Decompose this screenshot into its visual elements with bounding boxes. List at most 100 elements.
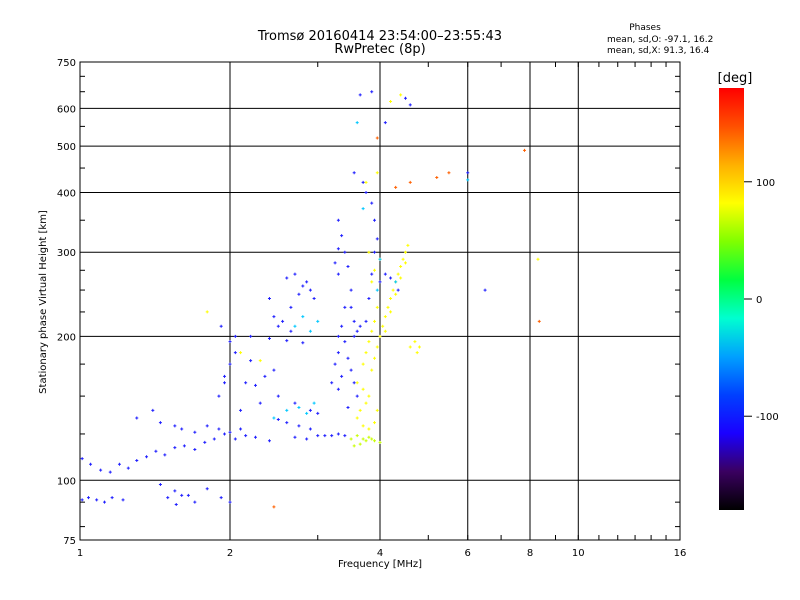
data-point xyxy=(305,411,309,415)
data-point xyxy=(352,444,356,448)
colorbar-tick-label: -100 xyxy=(756,412,779,423)
legend-line-o: mean, sd,O: -97.1, 16.2 xyxy=(607,35,713,45)
data-point xyxy=(403,261,407,265)
data-point xyxy=(333,261,337,265)
data-point xyxy=(239,351,243,355)
data-point xyxy=(151,408,155,412)
data-point xyxy=(193,430,197,434)
data-point xyxy=(110,496,114,500)
data-point xyxy=(258,359,262,363)
data-point xyxy=(316,411,320,415)
data-point xyxy=(80,457,84,461)
data-point xyxy=(394,292,398,296)
data-point xyxy=(289,329,293,333)
data-point xyxy=(364,180,368,184)
data-point xyxy=(228,430,232,434)
data-point xyxy=(205,487,209,491)
x-tick-label: 16 xyxy=(674,548,687,559)
data-point xyxy=(239,427,243,431)
legend-title: Phases xyxy=(629,23,661,33)
data-point xyxy=(386,305,390,309)
data-point xyxy=(293,401,297,405)
data-point xyxy=(536,257,540,261)
data-point xyxy=(289,305,293,309)
data-point xyxy=(80,498,84,502)
grid-lines xyxy=(80,62,680,540)
y-tick-label: 400 xyxy=(57,188,76,199)
x-tick-label: 1 xyxy=(77,548,83,559)
data-point xyxy=(330,381,334,385)
data-point xyxy=(375,237,379,241)
data-point xyxy=(375,136,379,140)
data-point xyxy=(378,280,382,284)
data-point xyxy=(399,265,403,269)
data-point xyxy=(267,439,271,443)
data-point xyxy=(233,334,237,338)
y-tick-label: 300 xyxy=(57,248,76,259)
data-point xyxy=(383,329,387,333)
data-point xyxy=(117,462,121,466)
data-point xyxy=(217,394,221,398)
data-point xyxy=(305,437,309,441)
data-point xyxy=(408,103,412,107)
y-tick-label: 750 xyxy=(57,58,76,69)
data-point xyxy=(99,468,103,472)
data-point xyxy=(180,427,184,431)
x-tick-label: 2 xyxy=(227,548,233,559)
data-point xyxy=(301,341,305,345)
data-point xyxy=(389,297,393,301)
data-point xyxy=(370,280,374,284)
data-point xyxy=(276,324,280,328)
data-point xyxy=(375,288,379,292)
data-point xyxy=(182,444,186,448)
data-point xyxy=(364,319,368,323)
data-point xyxy=(103,500,107,504)
data-point xyxy=(343,434,347,438)
legend-line-x: mean, sd,X: 91.3, 16.4 xyxy=(607,46,710,56)
data-point xyxy=(373,421,377,425)
data-point xyxy=(373,439,377,443)
data-point xyxy=(267,336,271,340)
data-point xyxy=(401,257,405,261)
data-point xyxy=(396,288,400,292)
data-point xyxy=(355,434,359,438)
y-axis-ticks: 75 100 200 300 400 500 600 750 xyxy=(57,58,680,547)
data-point xyxy=(358,324,362,328)
data-point xyxy=(285,339,289,343)
data-point xyxy=(415,351,419,355)
data-point xyxy=(308,427,312,431)
data-point xyxy=(373,268,377,272)
x-tick-label: 6 xyxy=(465,548,471,559)
data-point xyxy=(361,362,365,366)
data-point xyxy=(336,351,340,355)
data-point xyxy=(370,201,374,205)
data-point xyxy=(272,505,276,509)
data-point xyxy=(316,434,320,438)
data-point xyxy=(285,276,289,280)
data-point xyxy=(358,408,362,412)
data-point xyxy=(466,178,470,182)
data-point xyxy=(308,288,312,292)
data-point xyxy=(346,356,350,360)
data-point xyxy=(263,374,267,378)
data-point xyxy=(373,356,377,360)
data-point xyxy=(308,408,312,412)
y-tick-label: 500 xyxy=(57,142,76,153)
data-point xyxy=(355,121,359,125)
data-point xyxy=(389,100,393,104)
data-point xyxy=(293,324,297,328)
data-point xyxy=(523,148,527,152)
data-point xyxy=(174,502,178,506)
data-point xyxy=(173,424,177,428)
data-point xyxy=(413,340,417,344)
data-point xyxy=(367,297,371,301)
data-point xyxy=(323,434,327,438)
data-point xyxy=(389,310,393,314)
data-point xyxy=(408,180,412,184)
data-point xyxy=(272,416,276,420)
data-point xyxy=(249,334,253,338)
data-point xyxy=(391,288,395,292)
data-point xyxy=(346,405,350,409)
data-point xyxy=(223,381,227,385)
